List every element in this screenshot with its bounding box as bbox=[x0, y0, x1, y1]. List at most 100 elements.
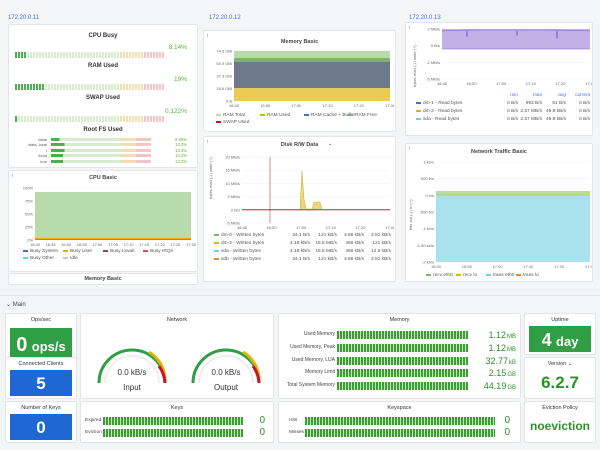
legend-swatch bbox=[23, 256, 28, 259]
gauge-cell bbox=[51, 84, 53, 90]
gauge-cell bbox=[138, 52, 140, 58]
gauge-cell bbox=[78, 52, 80, 58]
info-icon[interactable]: i bbox=[409, 25, 411, 31]
memory-value-number: 1.12 bbox=[488, 330, 506, 340]
rootfs-name: / bbox=[45, 147, 47, 153]
gauge-cell bbox=[84, 84, 86, 90]
x-tick-label: 17:10 bbox=[526, 81, 537, 85]
row-value: 2.57 MB/s bbox=[520, 117, 542, 122]
keys-count-title: Number of Keys bbox=[21, 405, 61, 411]
clients-panel: Connected Clients 5 bbox=[5, 357, 77, 399]
info-icon[interactable]: i bbox=[12, 173, 14, 179]
gauge-cell bbox=[57, 84, 59, 90]
legend-swatch bbox=[214, 233, 219, 236]
eviction-bar bbox=[103, 429, 243, 437]
gauge-cell bbox=[60, 84, 62, 90]
gauge-cell bbox=[141, 52, 143, 58]
gauge-cell bbox=[123, 116, 125, 122]
memory-row-bar bbox=[337, 356, 468, 365]
swap-used-title: SWAP Used bbox=[86, 95, 120, 101]
gauge-cell bbox=[96, 84, 98, 90]
info-icon[interactable]: i bbox=[207, 139, 209, 145]
cpu-basic-chart: 100% 75% 50% 25% 0%16:40 16:45 16:50 16:55 17:00… bbox=[23, 186, 197, 248]
host-link-2[interactable]: 172.20.0.12 bbox=[209, 15, 241, 21]
y-tick-label: 0% bbox=[27, 238, 33, 243]
y-tick-label: -5 MB/s bbox=[426, 77, 440, 82]
memory-row-label: Used Memory bbox=[303, 331, 335, 337]
legend-label: Busy IRQs bbox=[150, 249, 173, 254]
gauge-cell bbox=[21, 116, 23, 122]
legend-item: recv lo bbox=[456, 273, 477, 278]
rootfs-value: 12.2% bbox=[175, 153, 187, 159]
y-tick-label: 18.6 GiB bbox=[216, 86, 232, 91]
gauge-cell bbox=[48, 52, 50, 58]
rootfs-name: /data_local bbox=[27, 142, 47, 148]
memory-row-bar bbox=[337, 343, 468, 352]
info-icon[interactable]: i bbox=[409, 146, 411, 152]
row-value: 0 B/s bbox=[507, 109, 518, 114]
x-tick-label: 16:40 bbox=[229, 103, 240, 108]
row-value: 4.18 kB/s bbox=[290, 249, 310, 254]
gauge-cell bbox=[102, 116, 104, 122]
legend-item: Busy Iowait bbox=[103, 249, 135, 254]
gauge-cell bbox=[126, 84, 128, 90]
x-tick-label: 17:10 bbox=[326, 225, 337, 230]
x-tick-label: 17:00 bbox=[291, 103, 302, 108]
host-link-1[interactable]: 172.20.0.11 bbox=[8, 15, 40, 21]
row-value: 993 B/s bbox=[525, 101, 542, 106]
row-value: 466 kB/s bbox=[345, 249, 364, 254]
row-value: 4.18 kB/s bbox=[290, 241, 310, 246]
gauge-cell bbox=[162, 84, 164, 90]
gauge-cell bbox=[18, 84, 20, 90]
x-tick-label: 17:30 bbox=[385, 103, 394, 108]
memory-row: Memory Limit 2.15GB bbox=[279, 368, 520, 378]
gauge-cell bbox=[132, 116, 134, 122]
ops-stat-box: 0 ops/s bbox=[10, 328, 72, 362]
hits-bar bbox=[305, 417, 495, 425]
memory-row-label: Used Memory, LUA bbox=[291, 356, 335, 363]
gauge-cell bbox=[132, 84, 134, 90]
gauge-cell bbox=[132, 52, 134, 58]
gauge-cell bbox=[30, 116, 32, 122]
gauge-cell bbox=[141, 116, 143, 122]
memory-title: Memory bbox=[389, 317, 410, 323]
chevron-down-icon[interactable]: ⌄ bbox=[567, 361, 573, 367]
row-value: 12.6 kB/s bbox=[371, 249, 391, 254]
gauge-cell bbox=[54, 84, 56, 90]
disk-rw-title: Disk R/W Data bbox=[280, 142, 319, 148]
table-row: dm-2 - Read bytes 0 B/s 2.57 MB/s 49.8 kB/s… bbox=[416, 109, 590, 114]
chevron-down-icon[interactable]: ⌄ bbox=[328, 141, 333, 147]
gauge-cell bbox=[159, 116, 161, 122]
gauge-cell bbox=[33, 116, 35, 122]
legend-item: Busy Other bbox=[23, 256, 54, 261]
keys-title: Keys bbox=[170, 405, 184, 411]
header-cell: current bbox=[575, 93, 590, 98]
legend-item: RAM Free bbox=[348, 113, 377, 118]
input-label: Input bbox=[123, 383, 141, 392]
x-tick-label: 17:00 bbox=[496, 81, 507, 85]
ram-free-area bbox=[234, 58, 390, 62]
section-main-toggle[interactable]: ⌄ Main bbox=[6, 301, 26, 308]
table-header: min max avg current bbox=[494, 93, 590, 98]
legend-label: RAM Free bbox=[355, 113, 377, 118]
info-icon[interactable]: i bbox=[207, 33, 209, 39]
legend-item: trans eth0 bbox=[486, 273, 514, 278]
legend-label: RAM Used bbox=[267, 113, 291, 118]
gauge-cell bbox=[93, 116, 95, 122]
gauge-cell bbox=[36, 84, 38, 90]
gauge-cell bbox=[72, 84, 74, 90]
gauge-cell bbox=[21, 52, 23, 58]
row-name: dm-2 - Read bytes bbox=[423, 109, 463, 114]
memory-value-unit: MB bbox=[507, 346, 516, 353]
divider bbox=[0, 295, 600, 296]
y-tick-label: -5 MB/s bbox=[226, 221, 240, 226]
ops-title: Ops/sec bbox=[30, 317, 52, 323]
gauge-cell bbox=[75, 116, 77, 122]
host-link-3[interactable]: 172.20.0.13 bbox=[409, 15, 441, 21]
y-tick-label: -2 MB/s bbox=[426, 60, 440, 65]
gauge-cell bbox=[81, 116, 83, 122]
gauge-cell bbox=[78, 84, 80, 90]
y-tick-label: -1.50 kb/s bbox=[416, 243, 434, 248]
gauge-cell bbox=[120, 84, 122, 90]
gauge-cell bbox=[96, 52, 98, 58]
